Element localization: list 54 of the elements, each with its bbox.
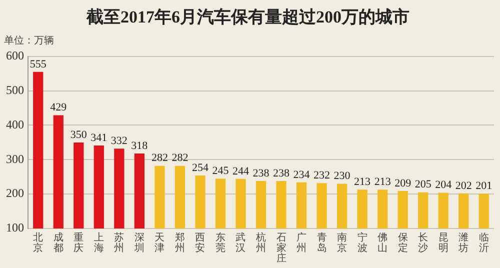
data-label: 234 [293,168,310,181]
data-label: 244 [232,165,250,178]
data-label: 429 [50,102,68,114]
data-label: 204 [435,179,452,192]
x-tick-label: 石家庄 [276,232,286,264]
x-tick-label: 南京 [337,231,348,254]
x-tick-label: 杭州 [255,231,266,254]
data-label: 350 [70,128,88,141]
data-label: 213 [354,176,372,188]
data-label: 282 [172,152,188,164]
x-tick-label: 深圳 [133,231,144,254]
data-label: 332 [110,135,128,148]
y-tick-label: 500 [6,82,24,97]
x-tick-label: 西安 [195,232,206,254]
x-tick-label: 北京 [33,231,44,254]
x-tick-label: 青岛 [316,231,327,254]
data-label: 555 [30,58,47,70]
data-label: 318 [131,140,148,152]
data-label: 230 [334,170,351,182]
data-label: 238 [252,167,270,180]
data-label: 209 [394,177,412,190]
x-tick-label: 天津 [154,232,165,254]
x-tick-label: 佛山 [378,232,388,254]
y-tick-label: 300 [6,152,24,166]
x-tick-label: 武汉 [236,231,246,254]
data-label: 232 [314,169,330,182]
x-tick-label: 上海 [94,231,104,254]
x-tick-label: 昆明 [438,232,448,254]
x-tick-label: 潍坊 [458,231,469,254]
x-tick-label: 郑州 [174,231,185,254]
chart-title: 截至2017年6月汽车保有量超过200万的城市 [86,8,410,27]
data-label: 254 [192,162,209,174]
x-tick-label: 宁波 [357,231,368,254]
data-label: 282 [151,152,168,164]
data-label: 213 [374,176,392,188]
data-label: 238 [273,167,290,180]
text: 单位：万辆 [4,34,54,47]
x-tick-label: 成都 [53,231,64,254]
x-tick-label: 长沙 [418,231,428,254]
x-tick-label: 重庆 [74,231,84,254]
data-label: 245 [212,164,230,177]
data-label: 202 [455,180,472,192]
y-tick-label: 600 [6,48,24,63]
x-tick-label: 保定 [398,232,408,254]
x-tick-label: 临沂 [478,231,489,254]
x-tick-label: 东莞 [215,231,226,254]
x-tick-label: 广州 [296,231,307,254]
y-tick-label: 100 [6,220,24,235]
y-tick-label: 400 [6,117,24,132]
x-tick-label: 苏州 [114,231,124,254]
data-label: 201 [476,180,492,192]
y-tick-label: 200 [6,186,24,200]
data-label: 341 [90,132,108,144]
data-label: 205 [414,178,432,191]
